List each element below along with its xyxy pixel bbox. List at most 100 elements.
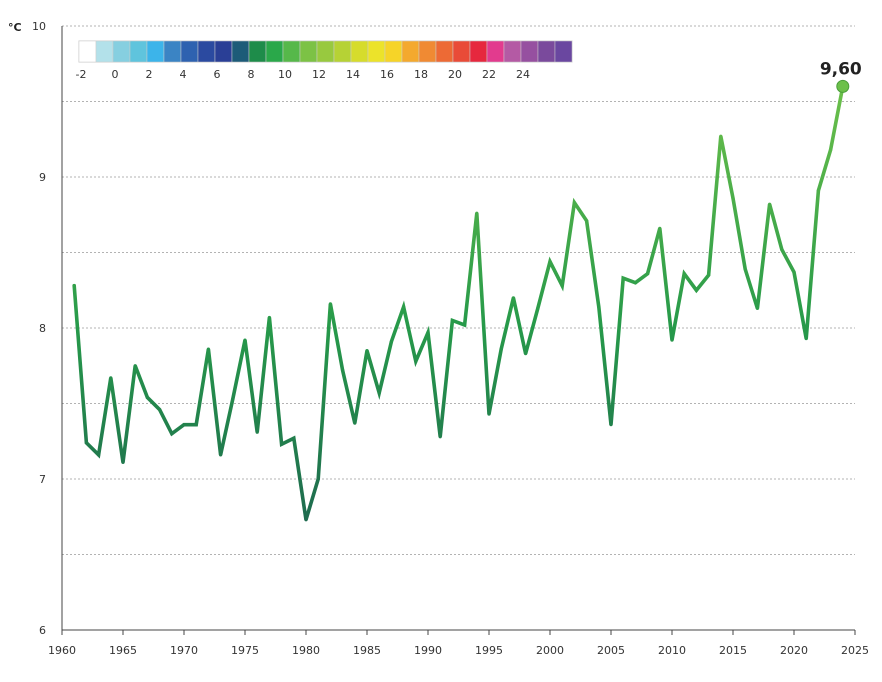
data-point: [377, 391, 381, 395]
color-scale-label: 16: [380, 68, 394, 81]
color-scale-label: 0: [112, 68, 119, 81]
end-value-marker: 9,60: [820, 59, 862, 93]
color-scale-swatch: [129, 40, 148, 63]
color-scale-swatch: [554, 40, 573, 63]
data-point: [267, 315, 271, 320]
x-tick-label: 1965: [109, 644, 137, 657]
color-scale-legend: -2 0 2 4 6 8 10 12 14 16 18 20 22 24: [76, 40, 573, 81]
data-point: [743, 267, 747, 271]
color-scale-swatch: [452, 40, 471, 63]
color-scale-label: 8: [248, 68, 255, 81]
color-scale-swatch: [282, 40, 301, 63]
series-line: [72, 84, 845, 521]
y-axis-unit-label: °C: [8, 21, 22, 34]
x-tick-label: 1975: [231, 644, 259, 657]
color-scale-label: 12: [312, 68, 326, 81]
y-tick-label: 9: [39, 171, 46, 184]
x-tick-label: 2020: [780, 644, 808, 657]
data-point: [438, 435, 442, 439]
data-point: [182, 423, 186, 427]
data-point: [450, 318, 454, 323]
y-tick-label: 10: [32, 20, 46, 33]
end-point-marker: [836, 79, 850, 93]
data-point: [389, 339, 393, 344]
color-scale-swatch: [95, 40, 114, 63]
data-point: [572, 201, 577, 205]
data-point: [804, 336, 808, 341]
data-point: [133, 364, 137, 368]
color-scale-swatch: [163, 40, 182, 63]
y-tick-label: 7: [39, 473, 46, 486]
color-scale-swatch: [248, 40, 267, 63]
data-point: [719, 134, 723, 138]
y-tick-label: 8: [39, 322, 46, 335]
x-tick-label: 2005: [597, 644, 625, 657]
color-scale-swatch: [231, 40, 250, 63]
color-scale-swatch: [486, 40, 505, 63]
data-point: [524, 352, 528, 356]
color-scale-swatch: [537, 40, 556, 63]
color-scale-swatch: [401, 40, 420, 63]
data-point: [292, 436, 296, 440]
data-point: [621, 276, 625, 280]
data-point: [829, 148, 833, 152]
color-scale-label: 6: [214, 68, 221, 81]
data-point: [780, 247, 784, 252]
color-scale-swatch: [350, 40, 369, 63]
data-point: [707, 273, 711, 277]
data-point: [158, 407, 162, 412]
color-scale-swatch: [265, 40, 284, 63]
color-scale-swatch: [316, 40, 335, 63]
data-point: [328, 302, 332, 306]
series-line-path: [72, 84, 845, 521]
x-tick-label: 2010: [658, 644, 686, 657]
color-scale-swatch: [299, 40, 318, 63]
data-point: [72, 284, 76, 288]
data-point: [243, 338, 247, 342]
axes: [61, 26, 855, 631]
data-point: [585, 219, 589, 223]
color-scale-swatch: [333, 40, 352, 63]
data-point: [426, 330, 430, 335]
color-scale-swatch: [197, 40, 216, 63]
data-point: [255, 430, 259, 434]
data-point: [560, 284, 564, 288]
x-tick-label: 1970: [170, 644, 198, 657]
x-tick-label: 1980: [292, 644, 320, 657]
data-point: [487, 412, 491, 416]
color-scale-swatch: [435, 40, 454, 63]
gridlines: [62, 25, 855, 555]
color-scale-label: 14: [346, 68, 360, 81]
data-point: [280, 442, 284, 446]
data-point: [463, 323, 467, 327]
data-point: [792, 270, 796, 274]
color-scale-label: 10: [278, 68, 292, 81]
data-point: [536, 306, 540, 310]
data-point: [646, 272, 650, 276]
color-scale-swatch: [418, 40, 437, 63]
x-tick-label: 1990: [414, 644, 442, 657]
data-point: [475, 211, 479, 215]
data-point: [194, 423, 198, 427]
data-point: [121, 460, 125, 464]
color-scale-label: 2: [146, 68, 153, 81]
data-point: [816, 188, 821, 193]
color-scale-label: 18: [414, 68, 428, 81]
x-tick-label: 2015: [719, 644, 747, 657]
end-value-label: 9,60: [820, 59, 862, 79]
data-point: [548, 259, 552, 264]
data-point: [316, 477, 320, 481]
data-point: [609, 423, 613, 427]
color-scale-swatch: [146, 40, 165, 63]
x-tick-label: 1960: [48, 644, 76, 657]
data-point: [206, 347, 210, 351]
data-point: [511, 296, 515, 300]
x-tick-label: 1985: [353, 644, 381, 657]
color-scale-swatch: [520, 40, 539, 63]
color-scale-label: 22: [482, 68, 496, 81]
data-point: [694, 288, 699, 292]
data-point: [170, 432, 174, 436]
data-point: [670, 338, 674, 342]
data-point: [365, 349, 369, 353]
